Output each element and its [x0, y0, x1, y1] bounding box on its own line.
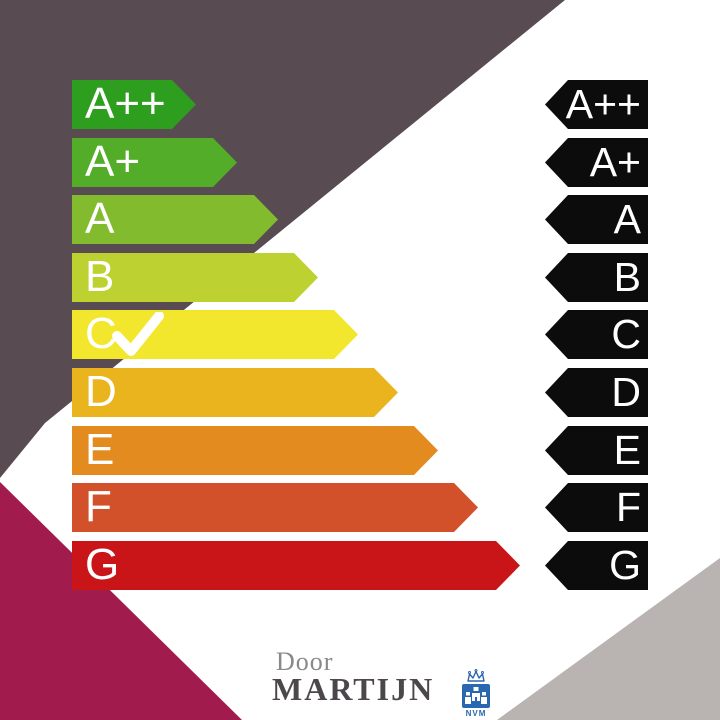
- brand-byline: Door: [276, 647, 334, 676]
- rating-label: E: [613, 427, 641, 473]
- rating-arrow-left-a: A: [72, 195, 278, 244]
- nvm-logo: NVM: [460, 669, 492, 718]
- brand-name: MARTIJN: [272, 671, 435, 707]
- crown-icon: [467, 669, 485, 682]
- rating-label: A: [85, 194, 115, 243]
- nvm-label: NVM: [465, 709, 487, 718]
- rating-label: D: [611, 369, 641, 415]
- rating-label: C: [85, 309, 117, 358]
- rating-label: B: [85, 252, 115, 301]
- check-icon: [112, 312, 164, 357]
- rating-label: F: [615, 484, 641, 530]
- nvm-figures-icon: [465, 687, 487, 704]
- rating-label: E: [85, 425, 115, 474]
- rating-arrow-left-a-plus-plus: A++: [72, 80, 196, 129]
- rating-arrow-right-g: G: [545, 541, 648, 590]
- rating-label: A++: [565, 81, 641, 127]
- rating-arrow-left-a-plus: A+: [72, 138, 237, 187]
- rating-arrow-right-b: B: [545, 253, 648, 302]
- nvm-emblem: [462, 684, 490, 708]
- rating-arrow-right-c: C: [545, 310, 648, 359]
- rating-label: C: [611, 311, 641, 357]
- rating-arrow-left-c: C: [72, 310, 358, 359]
- rating-label: A++: [85, 79, 166, 128]
- rating-label: A: [613, 196, 641, 242]
- rating-label: G: [85, 540, 120, 589]
- rating-arrow-left-b: B: [72, 253, 318, 302]
- branding-block: Door MARTIJN NVM: [260, 645, 510, 720]
- rating-label: B: [613, 254, 641, 300]
- rating-arrow-right-d: D: [545, 368, 648, 417]
- rating-arrow-left-f: F: [72, 483, 478, 532]
- rating-label: G: [609, 542, 641, 588]
- rating-label: D: [85, 367, 117, 416]
- rating-arrow-right-e: E: [545, 426, 648, 475]
- rating-label: A+: [85, 137, 141, 186]
- rating-arrow-left-d: D: [72, 368, 398, 417]
- rating-arrow-right-f: F: [545, 483, 648, 532]
- rating-label: A+: [589, 139, 641, 185]
- rating-arrow-right-a-plus: A+: [545, 138, 648, 187]
- rating-arrow-left-g: G: [72, 541, 520, 590]
- rating-arrow-right-a: A: [545, 195, 648, 244]
- rating-arrow-right-a-plus-plus: A++: [545, 80, 648, 129]
- rating-label: F: [85, 482, 112, 531]
- rating-arrow-left-e: E: [72, 426, 438, 475]
